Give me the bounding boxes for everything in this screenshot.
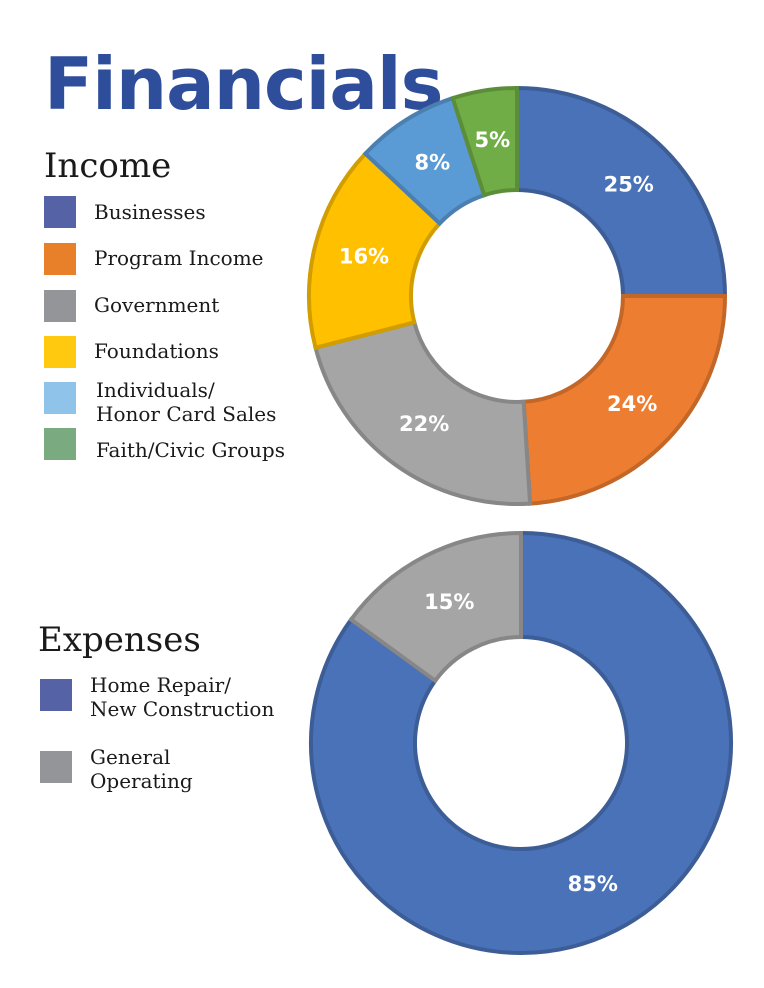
legend-label: General Operating: [90, 745, 193, 793]
income-slice-faith-civic-groups: [450, 85, 519, 198]
expenses-slice-general-operating: [348, 530, 523, 684]
legend-swatch: [40, 679, 72, 711]
income-data-label-faith-civic-groups: 5%: [474, 128, 510, 152]
income-heading: Income: [44, 146, 172, 186]
legend-label: Businesses: [94, 200, 206, 224]
legend-label: Home Repair/ New Construction: [90, 673, 275, 721]
expenses-heading: Expenses: [38, 620, 201, 660]
page-title: Financials: [44, 42, 443, 126]
income-donut-chart: 25% 24% 22% 16% 8% 5%: [307, 85, 728, 506]
legend-swatch: [44, 382, 76, 414]
legend-swatch: [44, 428, 76, 460]
expenses-donut-chart: 85% 15%: [309, 530, 733, 955]
legend-label: Program Income: [94, 246, 264, 270]
income-data-label-businesses: 25%: [604, 172, 654, 196]
income-data-label-foundations: 16%: [339, 245, 389, 269]
legend-label: Government: [94, 293, 220, 317]
legend-swatch: [44, 336, 76, 368]
legend-label: Faith/Civic Groups: [96, 438, 285, 462]
legend-label: Foundations: [94, 339, 219, 363]
legend-label: Individuals/ Honor Card Sales: [96, 378, 277, 426]
income-data-label-program-income: 24%: [607, 392, 657, 416]
income-data-label-individuals-honor-card-sales: 8%: [415, 151, 451, 175]
income-slice-government: [313, 319, 533, 506]
income-data-label-government: 22%: [399, 412, 449, 436]
legend-swatch: [44, 243, 76, 275]
legend-swatch: [44, 196, 76, 228]
legend-swatch: [44, 290, 76, 322]
expenses-data-label-home-repair-new-construction: 85%: [568, 872, 618, 896]
legend-swatch: [40, 751, 72, 783]
income-slice-businesses: [515, 85, 728, 298]
income-slice-foundations: [307, 150, 443, 351]
income-slice-program-income: [521, 294, 728, 506]
expenses-slice-home-repair-new-construction: [309, 530, 733, 955]
expenses-data-label-general-operating: 15%: [424, 590, 474, 614]
